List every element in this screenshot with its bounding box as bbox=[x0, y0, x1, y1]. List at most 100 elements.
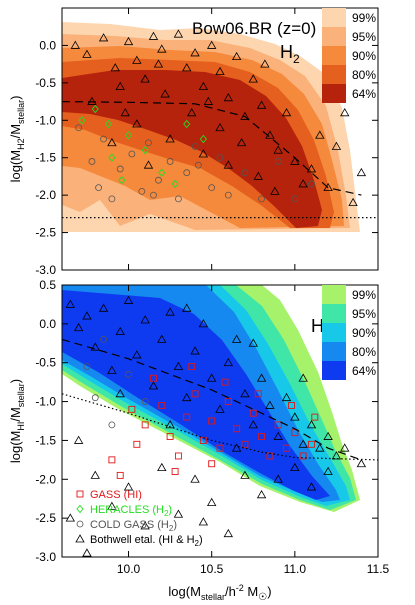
bothwell-marker bbox=[206, 40, 217, 49]
coldgass-marker bbox=[166, 158, 174, 165]
bothwell-marker bbox=[240, 388, 250, 398]
gass-marker bbox=[291, 429, 299, 437]
bothwell-marker bbox=[182, 392, 192, 402]
bothwell-marker bbox=[115, 326, 125, 336]
bothwell-marker bbox=[298, 373, 308, 382]
bothwell-marker bbox=[182, 63, 192, 72]
coldgass-marker bbox=[191, 143, 199, 150]
bothwell-marker bbox=[223, 357, 234, 367]
bothwell-marker bbox=[206, 373, 217, 382]
coldgass-marker bbox=[91, 394, 99, 402]
y-tick-label: -1.5 bbox=[35, 151, 56, 165]
bothwell-marker bbox=[273, 474, 283, 483]
coldgass-marker bbox=[258, 195, 265, 203]
bothwell-marker bbox=[123, 482, 134, 491]
heracles-marker bbox=[124, 131, 133, 140]
y-tick-label: -1.5 bbox=[35, 433, 56, 447]
bothwell-marker bbox=[157, 44, 167, 53]
coldgass-marker bbox=[100, 135, 107, 143]
legend-swatch bbox=[322, 304, 346, 323]
bothwell-marker bbox=[290, 156, 300, 165]
bothwell-marker bbox=[256, 490, 267, 499]
bothwell-marker bbox=[323, 182, 333, 192]
y-tick-label: -3.0 bbox=[35, 263, 56, 277]
gass-marker bbox=[171, 468, 179, 475]
bothwell-marker bbox=[73, 322, 84, 332]
bothwell-marker bbox=[290, 412, 300, 421]
bothwell-marker bbox=[231, 443, 242, 452]
h2-legend: 99% 95% 90% 80% 64% bbox=[322, 8, 376, 103]
gass-marker bbox=[208, 460, 216, 468]
h2-median-line bbox=[61, 101, 362, 196]
gass-marker bbox=[224, 398, 232, 406]
y-tick-label: -2.5 bbox=[35, 511, 56, 525]
bothwell-marker bbox=[281, 392, 292, 402]
marker-legend-symbol bbox=[75, 534, 85, 543]
bothwell-marker bbox=[281, 107, 292, 117]
hi-x-ticks: 10.0 10.5 11.0 11.5 bbox=[117, 285, 390, 576]
coldgass-marker bbox=[224, 191, 232, 199]
bothwell-marker bbox=[65, 299, 76, 308]
gass-marker bbox=[108, 456, 116, 464]
bothwell-marker bbox=[173, 29, 184, 38]
bothwell-marker bbox=[132, 55, 142, 64]
bothwell-marker bbox=[173, 361, 184, 370]
bothwell-marker bbox=[223, 528, 234, 538]
x-tick-label: 10.0 bbox=[117, 562, 141, 576]
heracles-marker bbox=[78, 116, 86, 125]
bothwell-marker bbox=[73, 435, 84, 444]
legend-label: 99% bbox=[352, 288, 376, 302]
bothwell-marker bbox=[182, 303, 192, 312]
h2-species-label: H2 bbox=[280, 42, 300, 66]
bothwell-marker bbox=[260, 59, 270, 68]
bothwell-marker bbox=[340, 107, 350, 117]
x-axis-label: log(Mstellar/h-2 M☉) bbox=[168, 583, 271, 603]
coldgass-marker bbox=[183, 169, 191, 177]
bothwell-marker bbox=[107, 501, 117, 510]
legend-label: 90% bbox=[352, 326, 376, 340]
bothwell-marker bbox=[120, 107, 130, 117]
heracles-marker bbox=[118, 175, 126, 185]
coldgass-marker bbox=[88, 158, 96, 165]
bothwell-marker bbox=[190, 346, 200, 355]
coldgass-marker bbox=[100, 335, 107, 343]
bothwell-marker bbox=[223, 160, 234, 169]
gass-marker bbox=[299, 452, 307, 460]
coldgass-marker bbox=[241, 169, 249, 177]
gass-marker bbox=[208, 417, 216, 425]
bothwell-marker bbox=[331, 141, 342, 150]
gass-marker bbox=[128, 405, 136, 413]
marker-legend-symbol bbox=[76, 520, 84, 528]
hi-y-ticks: -3.0 -2.5 -2.0 -1.5 -1.0 -0.5 0.0 0.5 bbox=[35, 278, 378, 564]
y-tick-label: -2.5 bbox=[35, 226, 56, 240]
coldgass-marker bbox=[83, 363, 91, 371]
legend-swatch bbox=[322, 361, 346, 380]
coldgass-marker bbox=[95, 184, 102, 192]
marker-legend-label: COLD GASS (H2) bbox=[90, 519, 177, 533]
bothwell-marker bbox=[273, 431, 283, 440]
bothwell-marker bbox=[240, 470, 250, 479]
gass-marker bbox=[311, 413, 319, 421]
bothwell-marker bbox=[165, 307, 175, 316]
bothwell-marker bbox=[198, 81, 209, 90]
y-tick-label: 0.5 bbox=[39, 278, 56, 292]
bothwell-marker bbox=[115, 388, 125, 398]
coldgass-marker bbox=[116, 165, 124, 173]
heracles-marker bbox=[108, 153, 116, 162]
gass-marker bbox=[233, 425, 241, 433]
legend-swatch bbox=[322, 8, 346, 27]
bothwell-marker bbox=[323, 466, 333, 475]
bothwell-marker bbox=[190, 474, 200, 483]
bothwell-marker bbox=[290, 462, 300, 472]
hi-markers bbox=[65, 295, 367, 557]
bothwell-marker bbox=[248, 338, 258, 347]
bothwell-marker bbox=[143, 160, 154, 169]
bothwell-marker bbox=[140, 521, 150, 530]
bothwell-marker bbox=[198, 149, 209, 158]
legend-label: 95% bbox=[352, 307, 376, 321]
bothwell-marker bbox=[231, 51, 242, 61]
legend-swatch bbox=[322, 84, 346, 103]
bothwell-marker bbox=[348, 197, 358, 207]
legend-swatch bbox=[322, 323, 346, 342]
h2-y-axis-label: log(MH2/Mstellar) bbox=[8, 96, 26, 183]
